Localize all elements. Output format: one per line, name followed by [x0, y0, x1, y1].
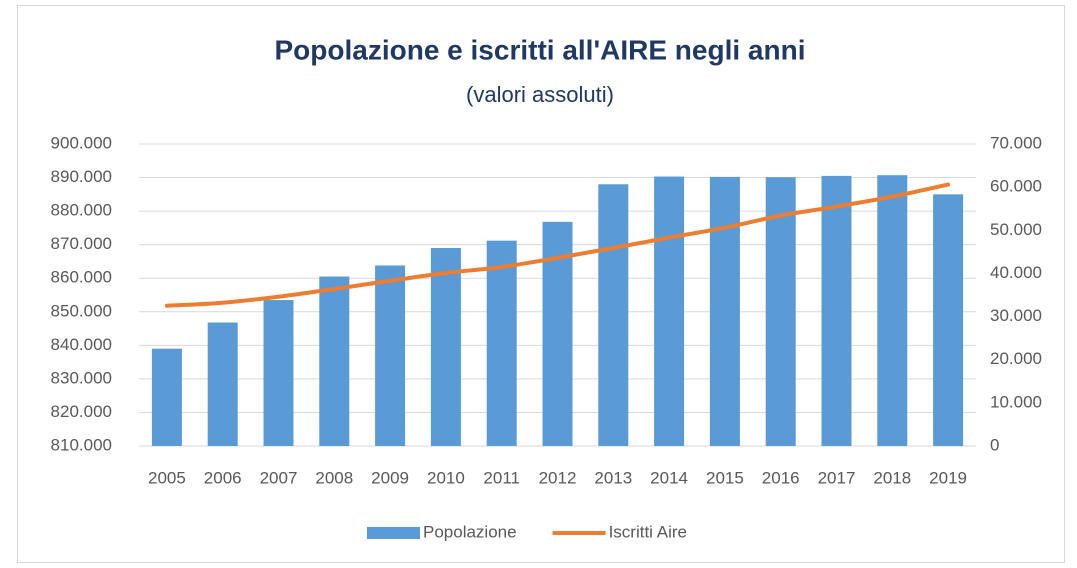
- y-tick-label: 890.000: [51, 167, 112, 186]
- bar: [486, 240, 517, 446]
- y2-tick-label: 20.000: [990, 349, 1042, 368]
- bar: [207, 322, 238, 446]
- bar: [151, 348, 182, 446]
- x-tick-label: 2015: [706, 468, 744, 487]
- y-tick-label: 820.000: [51, 402, 112, 421]
- bar: [877, 175, 908, 446]
- y-tick-label: 870.000: [51, 234, 112, 253]
- y-tick-label: 850.000: [51, 301, 112, 320]
- bar: [709, 176, 740, 446]
- bar: [375, 265, 406, 446]
- x-tick-label: 2006: [204, 468, 242, 487]
- x-tick-label: 2005: [148, 468, 186, 487]
- x-tick-label: 2008: [315, 468, 353, 487]
- x-tick-label: 2014: [650, 468, 688, 487]
- y2-tick-label: 0: [990, 435, 999, 454]
- bar: [319, 276, 350, 446]
- x-tick-label: 2011: [483, 468, 520, 487]
- y-tick-label: 860.000: [51, 268, 112, 287]
- x-tick-label: 2016: [762, 468, 800, 487]
- y2-tick-label: 30.000: [990, 306, 1042, 325]
- y-tick-label: 880.000: [51, 201, 112, 220]
- y2-tick-label: 60.000: [990, 177, 1042, 196]
- x-tick-label: 2019: [929, 468, 967, 487]
- x-tick-label: 2010: [427, 468, 465, 487]
- legend-swatch: [367, 527, 420, 539]
- line: [164, 182, 951, 308]
- legend-label: Iscritti Aire: [609, 522, 687, 541]
- bar: [654, 176, 685, 446]
- y2-tick-label: 70.000: [990, 133, 1042, 152]
- bar: [765, 177, 796, 446]
- bar: [598, 184, 629, 446]
- bar: [263, 300, 294, 446]
- bar: [821, 175, 852, 446]
- chart-title: Popolazione e iscritti all'AIRE negli an…: [275, 34, 806, 65]
- x-tick-label: 2018: [873, 468, 911, 487]
- bar: [430, 248, 461, 446]
- y-tick-label: 830.000: [51, 368, 112, 387]
- x-tick-label: 2013: [594, 468, 632, 487]
- x-tick-label: 2007: [260, 468, 298, 487]
- y-tick-label: 810.000: [51, 435, 112, 454]
- chart-subtitle: (valori assoluti): [466, 82, 614, 107]
- x-tick-label: 2009: [371, 468, 409, 487]
- x-tick-label: 2012: [539, 468, 577, 487]
- y-tick-label: 900.000: [51, 133, 112, 152]
- y2-tick-label: 10.000: [990, 392, 1042, 411]
- legend-label: Popolazione: [423, 522, 517, 541]
- y2-tick-label: 40.000: [990, 263, 1042, 282]
- x-tick-label: 2017: [818, 468, 856, 487]
- bar: [933, 194, 964, 446]
- y-tick-label: 840.000: [51, 335, 112, 354]
- y2-tick-label: 50.000: [990, 220, 1042, 239]
